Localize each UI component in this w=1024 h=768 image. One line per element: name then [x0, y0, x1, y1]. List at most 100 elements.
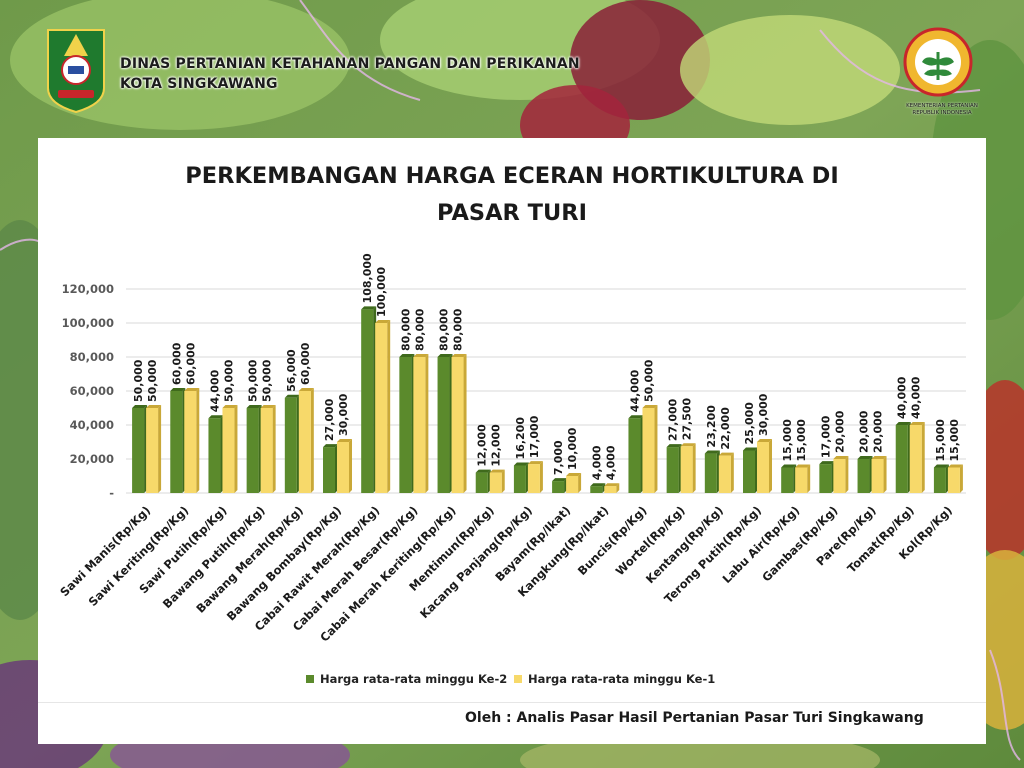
bar-series2	[642, 408, 655, 493]
bar-series2-side	[807, 464, 811, 493]
y-tick-label: 60,000	[70, 384, 114, 398]
bar-series1	[475, 472, 488, 493]
bar-series1	[399, 357, 412, 493]
data-label-series2: 100,000	[375, 267, 388, 317]
panel-divider	[38, 702, 986, 703]
bar-series2-top	[298, 388, 314, 391]
data-label-series2: 40,000	[910, 376, 923, 419]
bar-series1-top	[895, 422, 911, 425]
bar-series2-top	[604, 483, 620, 487]
bar-series2-top	[871, 456, 887, 459]
y-tick-label: 40,000	[70, 418, 114, 432]
bar-series1	[857, 459, 870, 493]
data-label-series1: 15,000	[781, 419, 794, 462]
bar-series2-side	[883, 456, 887, 493]
data-label-series1: 20,000	[858, 410, 871, 453]
data-label-series1: 44,000	[208, 369, 221, 412]
data-label-series2: 30,000	[337, 393, 350, 436]
bar-series1-top	[819, 461, 835, 465]
bar-series2-top	[757, 439, 772, 442]
bar-series1-top	[781, 464, 797, 468]
data-label-series2: 20,000	[833, 410, 846, 453]
data-label-series2: 30,000	[757, 393, 770, 436]
data-label-series2: 80,000	[452, 308, 465, 351]
data-label-series2: 80,000	[413, 308, 426, 351]
bar-series1-top	[590, 483, 606, 487]
data-label-series1: 4,000	[590, 445, 603, 480]
data-label-series2: 10,000	[566, 427, 579, 470]
agency-name: DINAS PERTANIAN KETAHANAN PANGAN DAN PER…	[120, 56, 580, 72]
bar-series2	[413, 357, 426, 493]
bar-series2-side	[959, 464, 963, 493]
bar-series1	[552, 481, 565, 493]
bar-series2	[222, 408, 235, 493]
data-label-series1: 80,000	[438, 308, 451, 351]
legend-swatch-series1	[306, 675, 314, 683]
bar-series1-top	[475, 469, 491, 473]
bar-series2-side	[616, 483, 620, 493]
bar-series1-top	[170, 388, 186, 391]
bar-series2	[337, 442, 349, 493]
bar-series1	[819, 464, 832, 493]
bar-series2	[260, 408, 273, 493]
legend-label-series1: Harga rata-rata minggu Ke-2	[320, 672, 508, 686]
bar-series1-top	[399, 354, 415, 357]
bar-series1	[590, 486, 603, 493]
bar-series1	[895, 425, 908, 493]
data-label-series1: 23,200	[705, 405, 718, 448]
bar-series1-top	[704, 450, 720, 454]
data-label-series1: 27,000	[323, 398, 336, 441]
bar-series2	[298, 391, 311, 493]
bar-series2-top	[642, 405, 658, 408]
bar-series2-top	[413, 354, 429, 357]
y-tick-label: 20,000	[70, 452, 114, 466]
bar-series2-side	[769, 439, 772, 493]
data-label-series1: 50,000	[247, 359, 260, 402]
data-label-series1: 80,000	[399, 308, 412, 351]
bar-series1-top	[132, 405, 148, 408]
bar-series2-side	[692, 443, 696, 493]
bar-series2-side	[196, 388, 200, 493]
bar-series1-top	[246, 405, 262, 408]
bar-series2-top	[527, 461, 543, 465]
bar-series2-top	[718, 452, 734, 456]
ministry-label-line1: KEMENTERIAN PERTANIAN	[906, 103, 978, 109]
data-label-series2: 12,000	[490, 424, 503, 467]
x-category-label: Cabai Merah Keriting(Rp/Kg)	[317, 503, 458, 644]
data-label-series1: 50,000	[132, 359, 145, 402]
bar-series2-top	[795, 464, 811, 468]
bar-series2-top	[833, 456, 849, 459]
bar-series1-top	[628, 415, 644, 419]
bar-series2	[566, 476, 579, 493]
bar-series2-side	[578, 473, 582, 493]
bar-chart: - 20,000 40,000 60,000 80,000 100,000 120,000 5…	[57, 253, 966, 645]
bar-series2-top	[680, 443, 696, 447]
bar-series2-side	[463, 354, 467, 493]
bar-series2-side	[387, 320, 391, 493]
bar-series2-top	[489, 469, 505, 473]
bar-series2	[757, 442, 769, 493]
credit-text: Oleh : Analis Pasar Hasil Pertanian Pasa…	[465, 710, 924, 726]
bar-series1-top	[513, 462, 529, 466]
bar-series1-top	[666, 444, 682, 448]
bar-series1-top	[208, 415, 224, 419]
bar-series2	[451, 357, 464, 493]
data-label-series2: 17,000	[528, 415, 541, 458]
agency-header: DINAS PERTANIAN KETAHANAN PANGAN DAN PER…	[120, 54, 580, 94]
legend-item-series2: Harga rata-rata minggu Ke-1	[514, 672, 715, 686]
bar-series2-top	[947, 464, 963, 468]
bar-series1	[666, 447, 679, 493]
bar-series2-side	[730, 452, 734, 493]
bar-series1	[246, 408, 259, 493]
bar-series2-side	[310, 388, 314, 493]
singkawang-emblem-logo	[47, 29, 105, 114]
data-label-series1: 12,000	[476, 424, 489, 467]
data-label-series1: 17,000	[819, 415, 832, 458]
chart-title-line1: PERKEMBANGAN HARGA ECERAN HORTIKULTURA D…	[185, 163, 839, 189]
bar-series2	[604, 486, 617, 493]
data-label-series2: 20,000	[872, 410, 885, 453]
data-label-series1: 44,000	[628, 369, 641, 412]
legend-item-series1: Harga rata-rata minggu Ke-2	[306, 672, 507, 686]
bar-series2-side	[539, 461, 543, 493]
ministry-label: KEMENTERIAN PERTANIAN REPUBLIK INDONESIA	[892, 103, 992, 117]
